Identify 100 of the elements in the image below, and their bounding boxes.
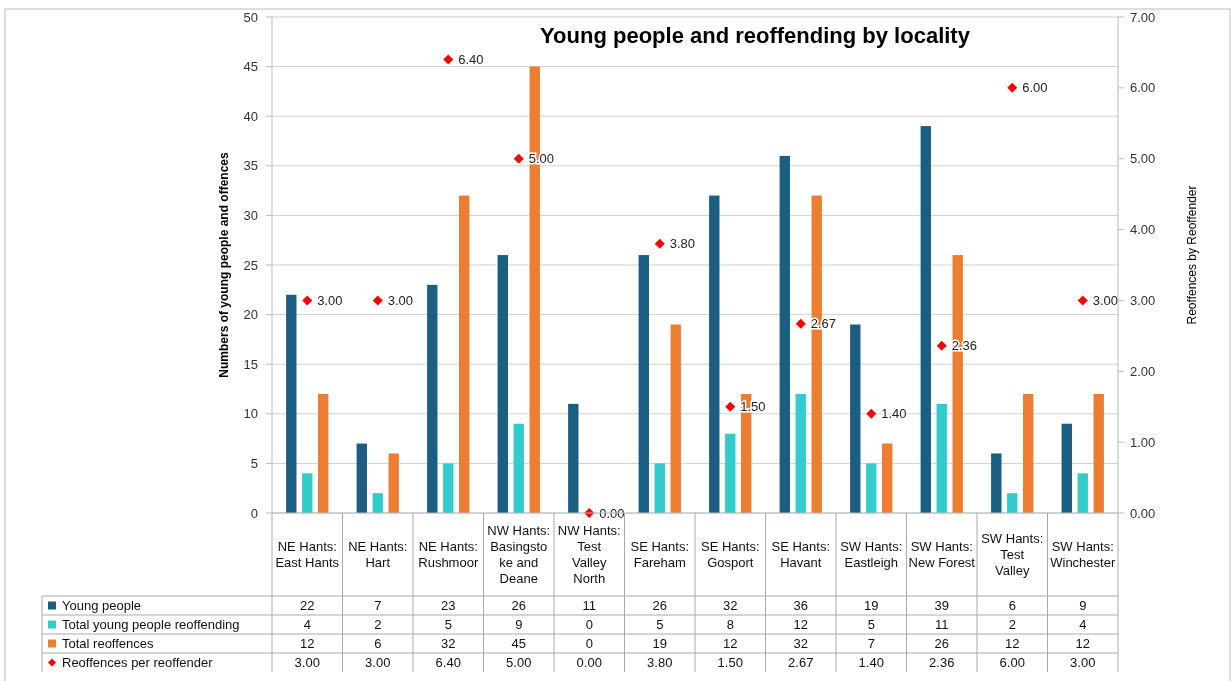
data-label: 39 (934, 598, 949, 614)
data-label: 3.00 (365, 655, 391, 671)
bar (459, 195, 470, 513)
data-label: 6 (1008, 598, 1016, 614)
bar (568, 403, 579, 513)
bar (286, 294, 297, 513)
y2-tick-label: 0.00 (1130, 505, 1156, 521)
bar (443, 463, 454, 513)
x-tick-label: NE Hants: Rushmoor (418, 539, 479, 571)
bar (1023, 393, 1034, 513)
data-label: 8 (726, 617, 734, 633)
text: 6.00 (1022, 80, 1048, 96)
data-label: 32 (723, 598, 738, 614)
legend-label: Young people (62, 598, 142, 614)
bar (936, 403, 947, 513)
data-label: 12 (793, 617, 808, 633)
bar (1093, 393, 1104, 513)
x-tick-label: SE Hants: Gosport (700, 539, 760, 571)
data-label: 12 (1075, 636, 1090, 652)
point (725, 401, 736, 412)
bar (725, 433, 736, 513)
data-label: 32 (793, 636, 808, 652)
bar (497, 255, 508, 513)
data-label: 6 (374, 636, 382, 652)
y-tick-label: 50 (243, 9, 258, 25)
data-label: 26 (934, 636, 949, 652)
bar (779, 155, 790, 513)
data-label: 3.00 (1070, 655, 1096, 671)
bar (1007, 493, 1018, 513)
bar (356, 443, 367, 513)
point (302, 295, 313, 306)
y2-tick-label: 4.00 (1130, 222, 1156, 238)
data-label: 2 (374, 617, 382, 633)
text: 3.00 (317, 292, 343, 308)
data-label: 45 (511, 636, 526, 652)
bar (427, 284, 438, 513)
chart-title: Young people and reoffending by locality (540, 23, 971, 48)
x-tick-label: NE Hants: Hart (348, 539, 408, 571)
text: 3.00 (387, 292, 414, 308)
y-tick-label: 15 (243, 356, 258, 372)
data-label: 36 (793, 598, 808, 614)
bar (709, 195, 720, 513)
y2-tick-label: 2.00 (1130, 363, 1156, 379)
bar (638, 255, 649, 513)
data-label: 2.67 (788, 655, 814, 671)
data-label: 11 (935, 617, 949, 633)
bar (866, 463, 877, 513)
data-label: 9 (1079, 598, 1087, 614)
bar (882, 443, 893, 513)
point (795, 318, 806, 329)
data-label: 23 (441, 598, 456, 614)
y-tick-label: 10 (243, 406, 258, 422)
point (866, 408, 877, 419)
bar (1077, 473, 1088, 513)
text: 6.40 (458, 52, 484, 68)
data-label: 0.00 (576, 655, 602, 671)
data-label: 3.80 (647, 655, 673, 671)
data-label: 26 (652, 598, 667, 614)
data-label: 3.00 (294, 655, 320, 671)
bar (920, 126, 931, 513)
y-tick-label: 40 (243, 108, 258, 124)
bar (1061, 423, 1072, 513)
y2-tick-label: 3.00 (1130, 292, 1156, 308)
point (372, 295, 383, 306)
data-label: 6.00 (999, 655, 1025, 671)
point (443, 54, 454, 65)
y-tick-label: 0 (250, 505, 258, 521)
x-tick-label: SW Hants: Winchester (1050, 539, 1116, 571)
data-label: 12 (1005, 636, 1020, 652)
point (1007, 82, 1018, 93)
point (513, 153, 524, 164)
point (654, 238, 665, 249)
point (1077, 295, 1088, 306)
data-label: 1.40 (858, 655, 884, 671)
data-label: 5.00 (506, 655, 532, 671)
bar (795, 393, 806, 513)
y-tick-label: 20 (243, 307, 258, 323)
y-tick-label: 5 (250, 455, 258, 471)
x-tick-label: SW Hants: Eastleigh (840, 539, 903, 571)
data-label: 26 (511, 598, 526, 614)
x-tick-label: NW Hants: Test Valley North (557, 523, 621, 587)
data-label: 11 (582, 598, 596, 614)
x-tick-label: SE Hants: Fareham (630, 539, 690, 571)
y2-tick-label: 7.00 (1130, 9, 1156, 25)
data-label: 1.50 (717, 655, 743, 671)
y-tick-label: 35 (243, 158, 258, 174)
data-label: 5 (656, 617, 664, 633)
data-label: 19 (864, 598, 879, 614)
data-label: 2 (1008, 617, 1016, 633)
x-tick-label: SE Hants: Havant (771, 539, 831, 571)
legend-label: Total young people reoffending (62, 617, 240, 633)
bar (302, 473, 313, 513)
data-label: 5 (867, 617, 875, 633)
bar (850, 324, 861, 513)
bar (513, 423, 524, 513)
data-label: 6.40 (435, 655, 461, 671)
text: 1.40 (881, 406, 907, 422)
y2-tick-label: 5.00 (1130, 151, 1156, 167)
bar (318, 393, 329, 513)
text: 0.00 (599, 505, 625, 521)
